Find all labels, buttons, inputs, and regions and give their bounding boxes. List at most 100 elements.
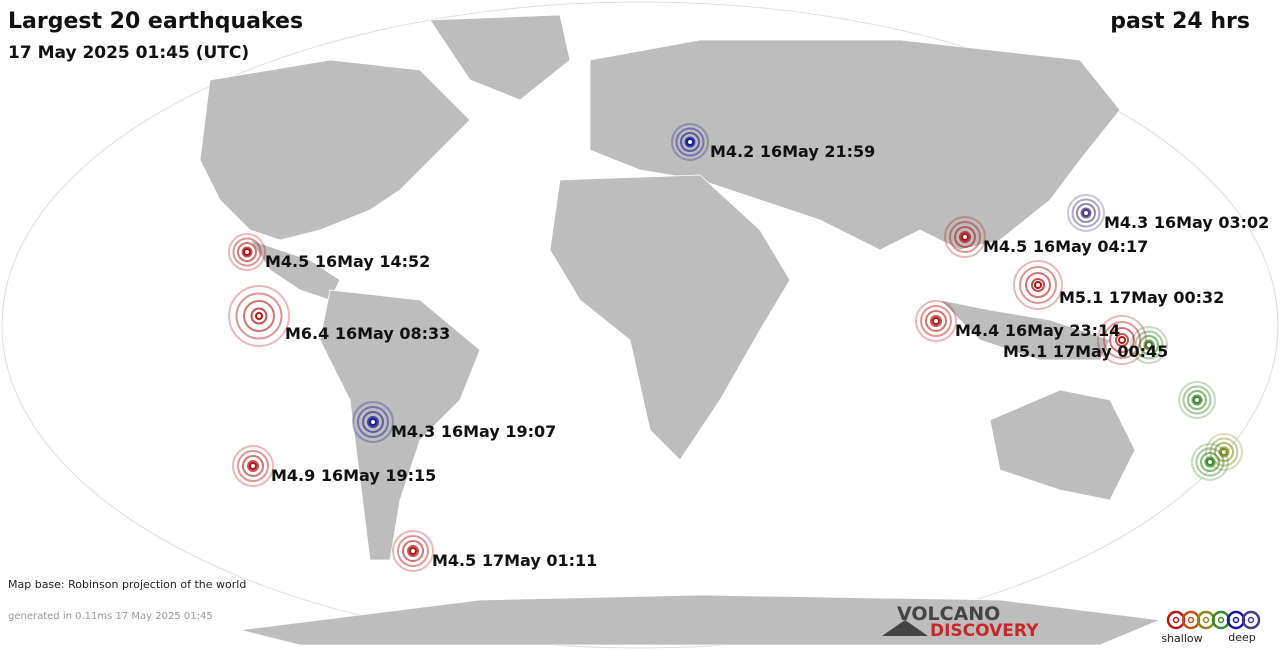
quake-ring bbox=[954, 226, 976, 248]
quake-ring bbox=[959, 231, 971, 243]
quake-ring bbox=[1191, 394, 1203, 406]
quake-ring bbox=[402, 540, 424, 562]
legend-shallow: shallow bbox=[1161, 632, 1202, 645]
quake-ring bbox=[1214, 442, 1234, 462]
quake-center bbox=[1145, 341, 1153, 349]
quake-ring bbox=[228, 285, 290, 347]
quake-label: M4.3 16May 03:02 bbox=[1104, 213, 1269, 232]
quake-ring bbox=[1195, 447, 1225, 477]
quake-ring bbox=[684, 136, 696, 148]
quake-ring bbox=[1071, 198, 1101, 228]
quake-label: M6.4 16May 08:33 bbox=[285, 324, 450, 343]
quake-label: M4.5 16May 04:17 bbox=[983, 237, 1148, 256]
quake-ring bbox=[1076, 203, 1096, 223]
quake-center bbox=[1118, 336, 1126, 344]
quake-center bbox=[249, 462, 257, 470]
quake-center bbox=[243, 248, 251, 256]
period: past 24 hrs bbox=[1110, 9, 1250, 34]
quake-ring bbox=[367, 416, 379, 428]
quake-ring bbox=[1080, 207, 1092, 219]
quake-ring bbox=[357, 406, 389, 438]
quake-ring bbox=[920, 305, 952, 337]
quake-ring bbox=[241, 246, 253, 258]
quake-ring bbox=[250, 307, 268, 325]
north-america bbox=[199, 59, 471, 241]
quake-ring bbox=[1182, 385, 1212, 415]
quake-center bbox=[1193, 396, 1201, 404]
map-base: Map base: Robinson projection of the wor… bbox=[8, 578, 246, 591]
legend-dot bbox=[1217, 616, 1225, 624]
antarctica bbox=[239, 594, 1162, 646]
quake-label: M4.5 16May 14:52 bbox=[265, 252, 430, 271]
quake-ring bbox=[232, 237, 262, 267]
quake-ring bbox=[1139, 335, 1159, 355]
quake-ring bbox=[1097, 315, 1147, 365]
quake-ring bbox=[930, 315, 942, 327]
quake-center bbox=[1082, 209, 1090, 217]
title: Largest 20 earthquakes bbox=[8, 9, 303, 34]
subtitle: 17 May 2025 01:45 (UTC) bbox=[8, 43, 249, 63]
quake-label: M4.2 16May 21:59 bbox=[710, 142, 875, 161]
australia bbox=[989, 389, 1136, 501]
legend-dot bbox=[1202, 616, 1210, 624]
generated: generated in 0.11ms 17 May 2025 01:45 bbox=[8, 611, 213, 622]
quake-ring bbox=[1067, 194, 1105, 232]
quake-ring bbox=[1187, 390, 1207, 410]
greenland bbox=[429, 14, 571, 101]
quake-ring bbox=[247, 460, 259, 472]
africa bbox=[549, 174, 791, 461]
quake-center bbox=[409, 547, 417, 555]
quake-label: M5.1 17May 00:32 bbox=[1059, 288, 1224, 307]
quake-center bbox=[1034, 281, 1042, 289]
quake-ring bbox=[237, 450, 269, 482]
legend-deep: deep bbox=[1228, 631, 1256, 644]
legend-dot bbox=[1247, 616, 1255, 624]
quake-ring bbox=[944, 216, 986, 258]
logo-icon bbox=[882, 620, 928, 636]
quake-ring bbox=[671, 123, 709, 161]
quake-ring bbox=[242, 455, 264, 477]
land bbox=[199, 14, 1162, 646]
quake-ring bbox=[1200, 452, 1220, 472]
quake-ring bbox=[1204, 456, 1216, 468]
quake-ring bbox=[1134, 330, 1164, 360]
quake-ring bbox=[680, 132, 700, 152]
south-america bbox=[319, 289, 481, 561]
quake-ring bbox=[1205, 433, 1243, 471]
quake-center bbox=[369, 418, 377, 426]
quake-ring bbox=[1025, 272, 1051, 298]
quake-ring bbox=[949, 221, 981, 253]
quake-label: M4.4 16May 23:14 bbox=[955, 321, 1120, 340]
quake-ring bbox=[1013, 260, 1063, 310]
quake-center bbox=[1206, 458, 1214, 466]
quake-ring bbox=[228, 233, 266, 271]
quake-ring bbox=[362, 411, 384, 433]
quake-ring bbox=[1218, 446, 1230, 458]
quake-ring bbox=[1103, 321, 1141, 359]
quake-ring bbox=[1109, 327, 1135, 353]
legend-dot bbox=[1172, 616, 1180, 624]
quake-label: M4.3 16May 19:07 bbox=[391, 422, 556, 441]
quake-center bbox=[686, 138, 694, 146]
indonesia bbox=[938, 299, 1111, 361]
quake-ring bbox=[397, 535, 429, 567]
quake-ring bbox=[232, 445, 274, 487]
quake-ring bbox=[915, 300, 957, 342]
legend-dot bbox=[1232, 616, 1240, 624]
quake-center bbox=[961, 233, 969, 241]
quake-ring bbox=[675, 127, 705, 157]
quake-ring bbox=[925, 310, 947, 332]
quake-ring bbox=[1209, 437, 1239, 467]
quake-center bbox=[255, 312, 263, 320]
quake-ring bbox=[1019, 266, 1057, 304]
quake-center bbox=[932, 317, 940, 325]
legend-dot bbox=[1187, 616, 1195, 624]
quake-ring bbox=[1031, 278, 1045, 292]
quake-center bbox=[1220, 448, 1228, 456]
quake-label: M4.9 16May 19:15 bbox=[271, 466, 436, 485]
quake-ring bbox=[235, 292, 283, 340]
quake-label: M5.1 17May 00:45 bbox=[1003, 342, 1168, 361]
legend-ring bbox=[1241, 610, 1261, 630]
logo-line1: VOLCANO bbox=[897, 603, 1000, 625]
